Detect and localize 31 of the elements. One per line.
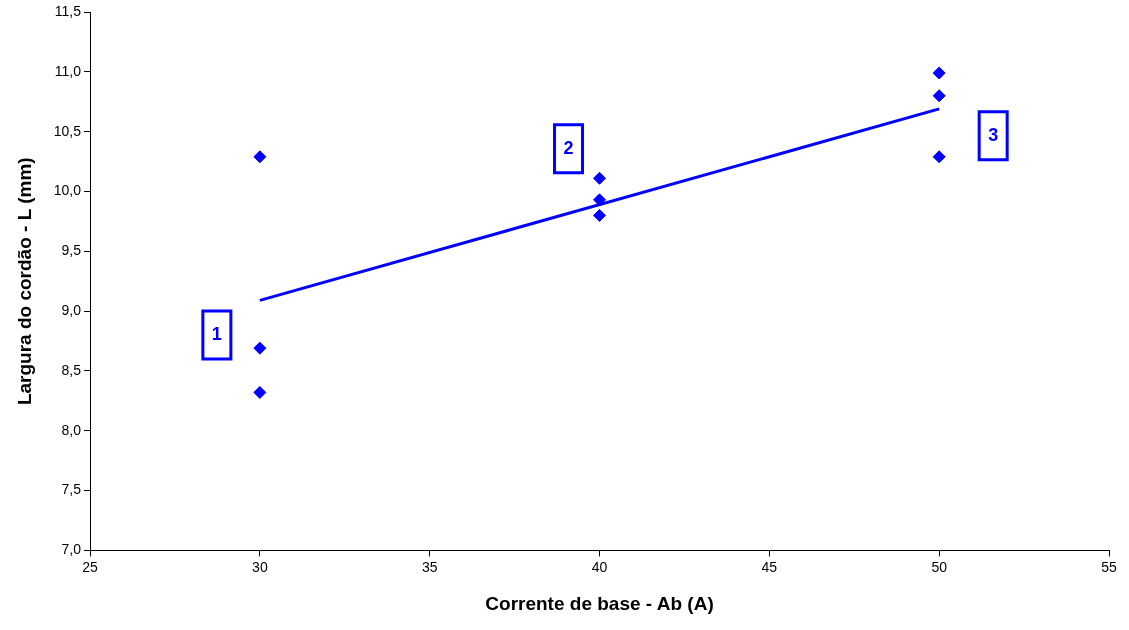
- x-axis-title: Corrente de base - Ab (A): [485, 592, 714, 614]
- x-tick-label: 40: [591, 558, 608, 575]
- point: [593, 171, 607, 185]
- x-tick-label: 25: [82, 558, 99, 575]
- x-tick-label: 45: [761, 558, 778, 575]
- point: [253, 150, 267, 164]
- y-tick-label: 11,0: [54, 62, 82, 79]
- point: [932, 150, 946, 164]
- point: [593, 208, 607, 222]
- y-tick-label: 11,5: [54, 2, 82, 19]
- y-tick-label: 9,5: [61, 242, 82, 259]
- x-tick-label: 50: [931, 558, 948, 575]
- y-tick-label: 10,5: [53, 122, 82, 139]
- annotation: 1: [211, 324, 222, 345]
- y-tick-label: 8,5: [61, 361, 82, 378]
- y-tick-label: 8,0: [61, 421, 82, 438]
- y-tick-label: 7,0: [61, 541, 82, 558]
- x-tick-label: 55: [1101, 558, 1117, 575]
- y-axis-title: Largura do cordão - L (mm): [13, 157, 35, 406]
- y-tick-label: 7,5: [61, 481, 82, 498]
- y-tick-label: 9,0: [61, 301, 82, 318]
- point: [593, 193, 607, 207]
- point: [253, 385, 267, 399]
- annotation: 3: [988, 124, 999, 145]
- x-tick-label: 30: [252, 558, 268, 575]
- annotation: 2: [563, 137, 574, 158]
- y-tick-label: 10,0: [53, 182, 82, 199]
- x-tick-label: 35: [421, 558, 438, 575]
- point: [253, 341, 267, 355]
- point: [932, 89, 946, 103]
- point: [932, 66, 946, 80]
